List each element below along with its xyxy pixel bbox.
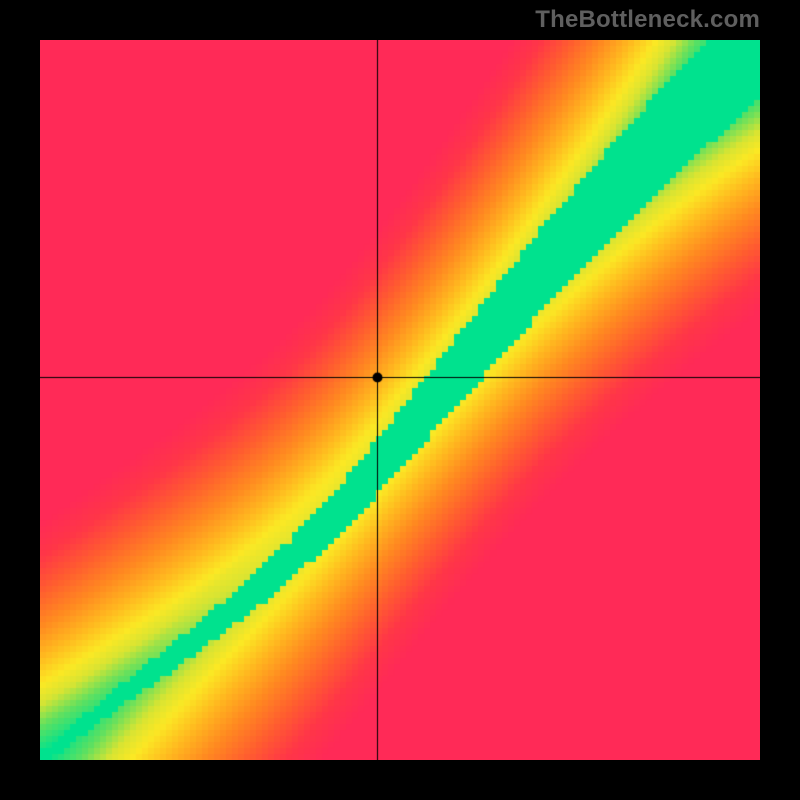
bottleneck-heatmap xyxy=(40,40,760,760)
watermark-text: TheBottleneck.com xyxy=(535,6,760,34)
